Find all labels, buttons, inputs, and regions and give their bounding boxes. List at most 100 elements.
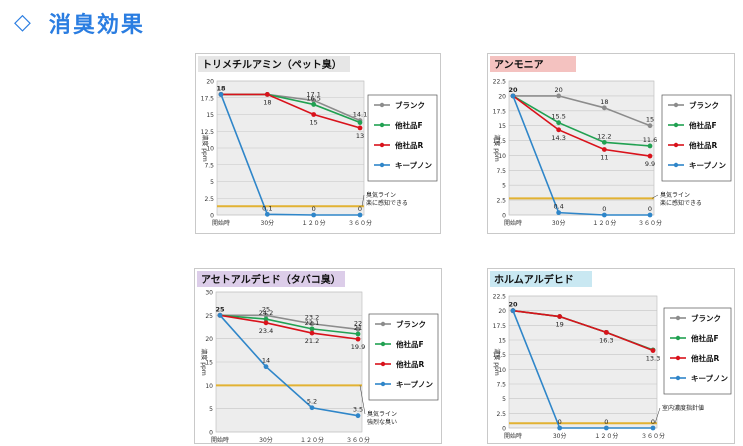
y-tick-label: 17.5: [493, 108, 507, 115]
series-line: [221, 93, 361, 129]
x-tick-label: ３６０分: [346, 436, 370, 444]
data-label: 13.3: [646, 355, 660, 363]
threshold-pointer: [654, 407, 661, 424]
data-label: 21: [354, 324, 362, 332]
data-point: [311, 112, 317, 117]
legend-marker: [379, 122, 385, 128]
x-tick-label: 開始時: [504, 219, 522, 227]
data-point: [650, 425, 656, 431]
chart-title-background: [490, 271, 592, 287]
data-label: 19: [556, 321, 564, 329]
data-label: 0: [602, 205, 606, 213]
y-tick-label: 25: [205, 313, 213, 320]
chart-formaldehyde: ホルムアルデヒド 0 2.5 5 7.5 10 12.5 15 17.5 20 22.5 濃度 ppm…: [487, 268, 735, 444]
y-tick-label: 5: [502, 183, 506, 190]
chart-title: ホルムアルデヒド: [494, 273, 574, 286]
legend-label: 他社品R: [394, 140, 423, 150]
threshold-pointer: [651, 194, 659, 199]
legend-label: 他社品F: [688, 120, 717, 130]
data-label: 15.5: [551, 113, 565, 121]
data-label: 0: [648, 205, 652, 213]
y-tick-label: 2.5: [496, 411, 506, 418]
data-point: [357, 212, 363, 218]
data-point: [557, 314, 563, 319]
threshold-label: 臭気ライン: [366, 191, 396, 199]
x-tick-label: ３６０分: [638, 219, 662, 227]
data-point: [510, 308, 516, 314]
data-point: [311, 102, 317, 107]
series-line: [513, 95, 651, 127]
legend-label: 他社品F: [395, 339, 424, 349]
data-label: 13: [356, 132, 364, 140]
chart-title-background: [490, 56, 576, 72]
y-tick-label: 2.5: [496, 198, 506, 205]
y-tick-label: 0: [502, 213, 506, 220]
series-line: [512, 309, 654, 352]
chart-ammonia: アンモニア 0 2.5 5 7.5 10 12.5 15 17.5 20 22.5 濃度 ppm 開始時…: [487, 53, 735, 234]
data-point: [355, 326, 361, 332]
y-tick-label: 15: [206, 112, 214, 119]
y-tick-label: 10: [205, 383, 213, 390]
data-point: [647, 143, 653, 149]
y-tick-label: 15: [498, 123, 506, 130]
threshold-pointer: [359, 385, 366, 415]
data-label: 17.1: [306, 90, 320, 98]
data-label: 18: [216, 84, 226, 92]
x-tick-label: 開始時: [504, 432, 522, 440]
legend-label: ブランク: [396, 319, 426, 329]
legend-label: キープノン: [395, 160, 433, 170]
plot-area: [508, 295, 658, 429]
diamond-icon: ◇: [14, 10, 31, 35]
data-label: 0.4: [553, 203, 563, 211]
page-heading: ◇ 消臭効果: [14, 6, 145, 40]
series-line: [512, 95, 650, 216]
threshold-label: 室内濃度指針値: [662, 404, 704, 412]
data-label: 15: [646, 116, 654, 124]
threshold-label: 臭気ライン: [367, 410, 397, 418]
chart-title-background: [198, 56, 350, 72]
legend-label: 他社品F: [394, 120, 423, 130]
y-tick-label: 2.5: [204, 196, 214, 203]
y-tick-label: 0: [209, 430, 213, 437]
data-label: 11: [600, 153, 608, 161]
data-label: 18: [600, 98, 608, 106]
data-label: 16.5: [306, 94, 320, 102]
data-label: 9.9: [645, 160, 655, 168]
data-label: 0: [558, 418, 562, 426]
data-point: [355, 413, 361, 419]
data-point: [601, 139, 607, 145]
chart-trimethylamine: トリメチルアミン（ペット臭） 0 2.5 5 7.5 10 12.5 15 17.5 20 濃度 p…: [195, 53, 441, 234]
legend-marker: [380, 361, 386, 367]
data-point: [647, 153, 653, 159]
legend-marker: [675, 335, 681, 341]
data-point: [556, 127, 562, 133]
legend-marker: [379, 142, 385, 148]
data-point: [556, 93, 562, 99]
series-line: [512, 95, 651, 157]
threshold-label: 強烈な臭い: [367, 418, 397, 426]
x-tick-label: 開始時: [212, 219, 230, 227]
y-axis-label: 濃度 ppm: [493, 134, 501, 162]
data-point: [647, 123, 653, 129]
data-point: [556, 120, 562, 126]
y-tick-label: 20: [206, 79, 214, 86]
y-tick-label: 15: [498, 338, 506, 345]
legend-box: [368, 313, 439, 401]
legend-marker: [379, 162, 385, 168]
data-point: [263, 316, 269, 322]
y-tick-label: 22.5: [493, 79, 507, 86]
y-tick-label: 7.5: [204, 162, 214, 169]
threshold-label: 楽に感知できる: [660, 199, 702, 207]
x-tick-label: ３６０分: [348, 219, 372, 227]
data-label: 25: [215, 305, 225, 313]
x-tick-label: １２０分: [302, 219, 326, 227]
data-label: 20: [555, 86, 563, 94]
legend-label: 他社品R: [688, 140, 717, 150]
data-label: 0.1: [262, 204, 272, 212]
x-tick-label: 30分: [552, 219, 566, 227]
legend-box: [663, 307, 732, 395]
chart-title-background: [197, 271, 345, 287]
y-tick-label: 5: [502, 396, 506, 403]
data-label: 22: [354, 319, 362, 327]
legend-box: [367, 94, 438, 182]
